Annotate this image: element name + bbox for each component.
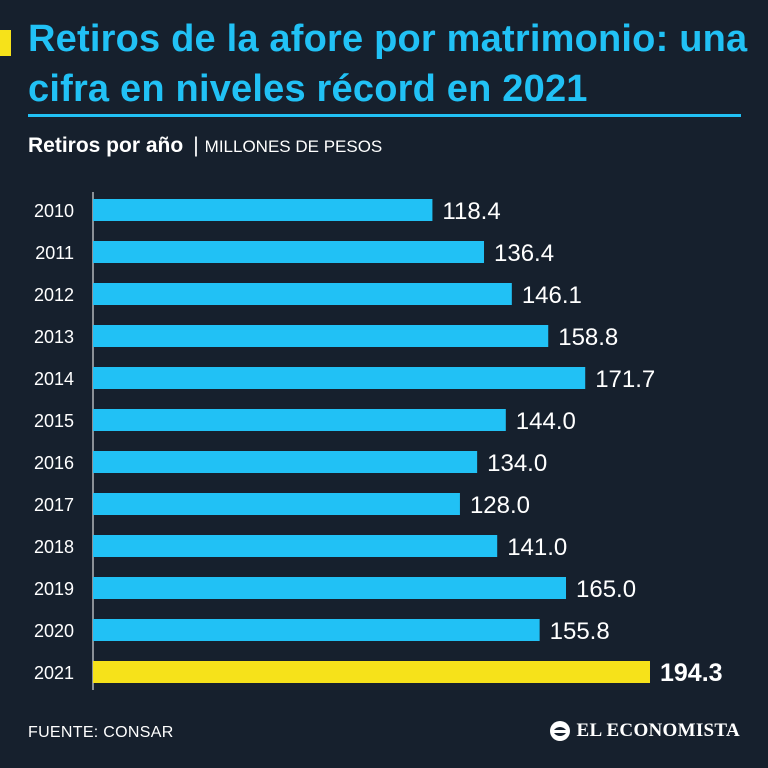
y-tick-label: 2010 <box>34 201 74 221</box>
brand-name: EL ECONOMISTA <box>576 720 740 741</box>
accent-mark <box>0 30 11 56</box>
y-tick-label: 2012 <box>34 285 74 305</box>
chart-subtitle: Retiros por año | MILLONES DE PESOS <box>28 134 382 158</box>
data-label: 194.3 <box>660 659 723 687</box>
data-label: 144.0 <box>516 408 576 435</box>
bar <box>93 493 460 515</box>
y-tick-label: 2018 <box>34 537 74 557</box>
bar <box>93 283 512 305</box>
y-tick-label: 2014 <box>34 369 74 389</box>
data-label: 141.0 <box>507 534 567 561</box>
data-label: 134.0 <box>487 450 547 477</box>
chart-title: Retiros por año <box>28 134 184 157</box>
y-tick-label: 2011 <box>35 243 74 263</box>
bar <box>93 619 540 641</box>
data-label: 165.0 <box>576 576 636 603</box>
y-tick-label: 2021 <box>34 663 74 683</box>
y-tick-label: 2015 <box>34 411 74 431</box>
bar <box>93 241 485 263</box>
y-tick-label: 2020 <box>34 621 74 641</box>
y-tick-label: 2017 <box>34 495 74 515</box>
bar <box>93 451 478 473</box>
bar-highlight <box>93 661 650 683</box>
bar <box>93 367 586 389</box>
bar <box>93 325 549 347</box>
chart-unit: MILLONES DE PESOS <box>204 137 383 156</box>
bar <box>93 199 433 221</box>
page-title: Retiros de la afore por matrimonio: una … <box>28 18 748 110</box>
brand-logo: EL ECONOMISTA <box>549 720 741 742</box>
el-economista-logo-icon <box>549 721 570 741</box>
data-label: 171.7 <box>595 366 655 393</box>
y-tick-label: 2019 <box>34 579 74 599</box>
title-divider <box>28 114 741 117</box>
data-label: 155.8 <box>550 618 610 645</box>
bar <box>93 577 567 599</box>
data-label: 158.8 <box>558 324 618 351</box>
data-label: 146.1 <box>522 282 582 309</box>
y-tick-label: 2013 <box>34 327 74 347</box>
subtitle-separator: | <box>193 134 199 157</box>
y-tick-label: 2016 <box>34 453 74 473</box>
data-label: 136.4 <box>494 240 554 267</box>
data-label: 118.4 <box>442 198 500 225</box>
bar <box>93 535 498 557</box>
source-note: FUENTE: CONSAR <box>28 724 174 741</box>
data-label: 128.0 <box>470 492 530 519</box>
bar <box>93 409 506 431</box>
